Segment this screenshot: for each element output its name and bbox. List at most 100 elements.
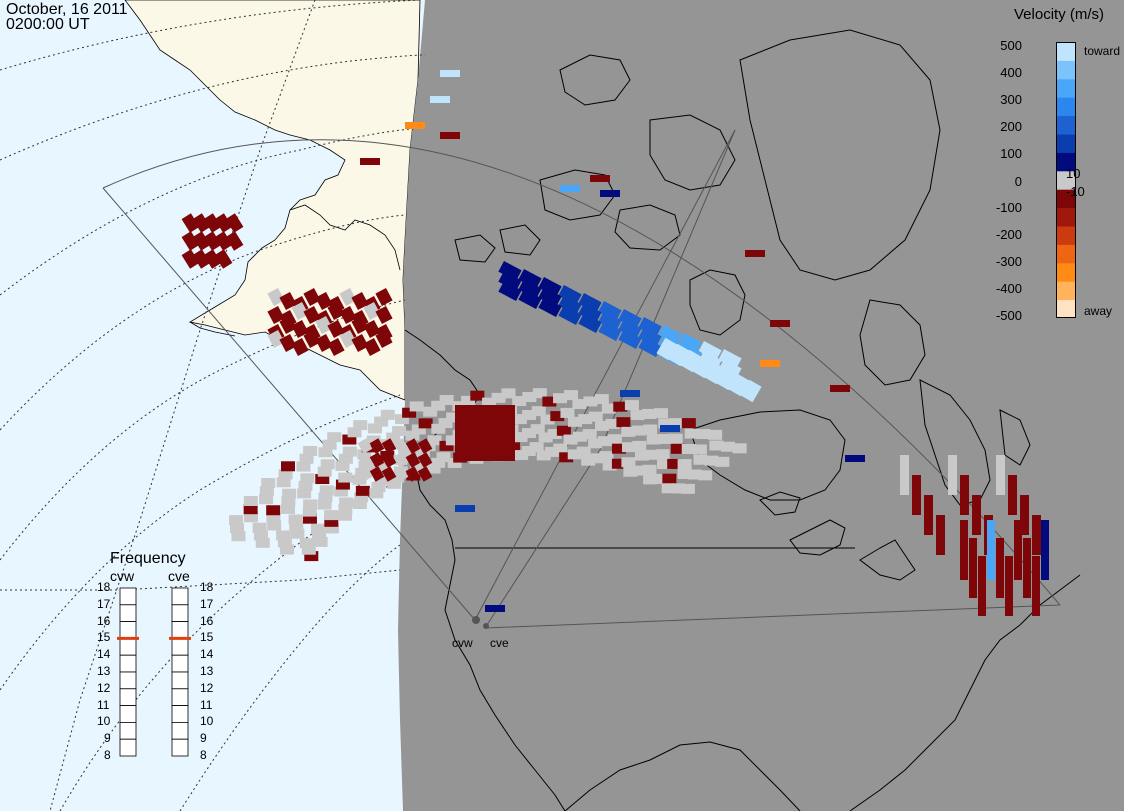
frequency-tick-label: 12 <box>200 680 214 695</box>
velocity-cell <box>214 231 233 251</box>
velocity-cell <box>310 523 325 534</box>
velocity-cell <box>417 438 433 454</box>
velocity-cell <box>692 355 714 379</box>
velocity-cell <box>394 414 409 425</box>
frequency-panel: Frequency cvw cve 18 18 17 17 16 16 15 15 14 14 13… <box>80 548 240 778</box>
frequency-tick-label: 10 <box>200 714 214 729</box>
velocity-cell <box>677 469 692 480</box>
velocity-cell <box>661 483 676 494</box>
velocity-cell <box>298 480 313 491</box>
frequency-gauge-cell <box>119 654 137 673</box>
velocity-cell <box>465 405 475 419</box>
velocity-cell <box>231 531 246 542</box>
velocity-cell <box>704 361 726 385</box>
velocity-cell <box>605 418 620 429</box>
velocity-cell <box>602 460 617 471</box>
velocity-cell <box>324 516 339 527</box>
velocity-cell <box>521 446 536 457</box>
velocity-cell <box>214 213 233 233</box>
velocity-cell <box>582 429 597 440</box>
frequency-gauge-cell <box>171 654 189 673</box>
velocity-cell <box>405 430 420 441</box>
velocity-cell <box>594 420 609 431</box>
velocity-cell <box>623 466 638 477</box>
velocity-cell <box>447 457 462 468</box>
velocity-cell <box>638 337 662 357</box>
velocity-cell <box>317 466 332 477</box>
velocity-cell <box>696 429 711 440</box>
velocity-cell <box>327 302 345 320</box>
velocity-cell <box>405 466 421 482</box>
velocity-cell <box>353 420 368 431</box>
frequency-tick-label: 8 <box>104 748 111 762</box>
velocity-cell <box>658 325 682 345</box>
radar-site-cvw[interactable] <box>472 616 480 624</box>
velocity-cell <box>518 289 542 309</box>
velocity-cell <box>291 302 309 320</box>
velocity-cell <box>495 405 505 419</box>
velocity-cell <box>296 461 311 472</box>
velocity-cell <box>538 277 562 297</box>
velocity-cell <box>578 313 602 333</box>
velocity-cell <box>485 419 495 433</box>
velocity-cell <box>668 343 690 367</box>
velocity-cell <box>417 466 433 482</box>
frequency-gauge-cell <box>119 587 137 606</box>
velocity-cell <box>300 473 315 484</box>
lat-lon-grid <box>0 0 426 811</box>
velocity-cell <box>351 316 369 334</box>
velocity-cell <box>303 330 321 348</box>
velocity-cell <box>324 523 339 534</box>
velocity-cell <box>392 426 407 437</box>
velocity-cell <box>660 425 680 432</box>
velocity-cell <box>267 306 285 324</box>
velocity-cell <box>513 432 528 443</box>
velocity-color-swatch <box>1056 207 1076 227</box>
frequency-tick-label: 18 <box>200 580 214 594</box>
frequency-tick-label: 8 <box>200 748 207 762</box>
velocity-tick-label: -100 <box>995 200 1022 215</box>
velocity-cell <box>578 303 602 323</box>
velocity-color-swatch <box>1056 78 1076 98</box>
frequency-tick-label: 13 <box>97 664 111 678</box>
velocity-cell <box>522 410 537 421</box>
velocity-cell <box>405 122 425 129</box>
velocity-cell <box>339 288 357 306</box>
velocity-cell <box>590 453 605 464</box>
velocity-cell <box>581 455 596 466</box>
velocity-cell <box>371 481 386 492</box>
velocity-cell <box>505 433 515 447</box>
radar-site-cve[interactable] <box>483 623 489 629</box>
velocity-cell <box>440 70 460 77</box>
velocity-cell <box>203 231 222 251</box>
velocity-cell <box>618 319 642 339</box>
velocity-cell <box>538 287 562 307</box>
velocity-cell <box>315 292 333 310</box>
velocity-cell <box>243 512 258 523</box>
velocity-cell <box>501 388 516 399</box>
velocity-color-swatch <box>1056 42 1076 61</box>
velocity-cell <box>366 435 381 446</box>
frequency-gauge-cell <box>119 621 137 639</box>
velocity-cell <box>266 505 281 516</box>
velocity-cell <box>423 406 438 417</box>
velocity-cell <box>355 485 370 496</box>
velocity-cell <box>572 399 587 410</box>
velocity-cell <box>912 475 921 515</box>
velocity-cell <box>465 419 475 433</box>
velocity-cell <box>431 400 446 411</box>
velocity-cell <box>338 453 353 464</box>
frequency-gauge-cell <box>171 688 189 707</box>
frequency-tick-label: 18 <box>97 580 111 594</box>
velocity-cell <box>684 428 699 439</box>
velocity-cell <box>338 504 353 515</box>
frequency-tick-label: 9 <box>104 731 111 746</box>
velocity-cell <box>347 427 362 438</box>
velocity-cell <box>996 538 1004 598</box>
frequency-tick-label: 11 <box>97 697 110 712</box>
velocity-cell <box>698 341 722 361</box>
velocity-cell <box>426 463 441 474</box>
velocity-cell <box>374 475 389 486</box>
velocity-cell <box>304 551 319 562</box>
frequency-tick-label: 16 <box>200 613 214 628</box>
